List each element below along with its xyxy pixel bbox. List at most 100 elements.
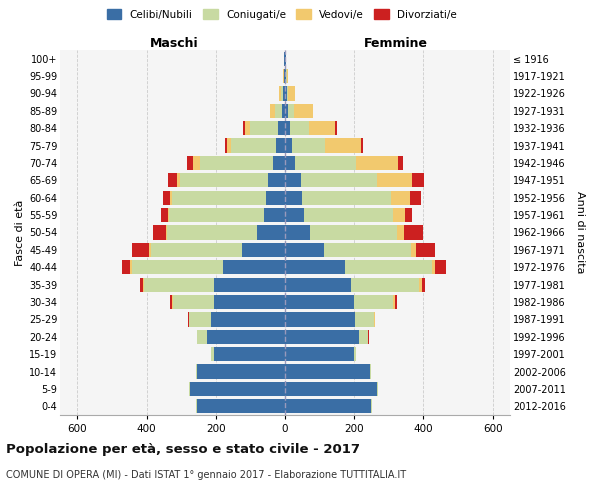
Bar bbox=[270, 104, 275, 118]
Bar bbox=[324, 243, 411, 257]
Bar bbox=[285, 138, 292, 152]
Bar bbox=[245, 121, 250, 136]
Bar bbox=[285, 104, 289, 118]
Bar bbox=[395, 295, 397, 309]
Bar bbox=[197, 364, 285, 378]
Bar bbox=[149, 243, 151, 257]
Bar bbox=[412, 173, 424, 188]
Bar bbox=[169, 173, 177, 188]
Bar bbox=[419, 278, 422, 292]
Bar bbox=[154, 226, 166, 239]
Bar bbox=[304, 208, 394, 222]
Bar bbox=[406, 208, 412, 222]
Bar bbox=[285, 121, 290, 136]
Bar bbox=[352, 278, 419, 292]
Bar bbox=[377, 173, 412, 188]
Bar bbox=[285, 69, 286, 83]
Bar bbox=[214, 347, 285, 362]
Bar bbox=[292, 138, 325, 152]
Y-axis label: Anni di nascita: Anni di nascita bbox=[575, 191, 585, 274]
Bar bbox=[359, 330, 368, 344]
Bar bbox=[404, 226, 423, 239]
Bar bbox=[143, 278, 144, 292]
Bar bbox=[285, 173, 301, 188]
Bar bbox=[285, 364, 370, 378]
Bar bbox=[301, 173, 377, 188]
Bar bbox=[377, 382, 378, 396]
Bar bbox=[151, 243, 242, 257]
Bar bbox=[285, 226, 310, 239]
Bar bbox=[223, 260, 285, 274]
Bar bbox=[284, 52, 285, 66]
Bar bbox=[211, 312, 285, 326]
Bar bbox=[197, 399, 285, 413]
Bar bbox=[199, 156, 273, 170]
Bar bbox=[285, 52, 286, 66]
Bar bbox=[432, 260, 435, 274]
Bar bbox=[355, 312, 374, 326]
Bar bbox=[397, 226, 404, 239]
Bar bbox=[287, 69, 289, 83]
Bar bbox=[122, 260, 130, 274]
Legend: Celibi/Nubili, Coniugati/e, Vedovi/e, Divorziati/e: Celibi/Nubili, Coniugati/e, Vedovi/e, Di… bbox=[103, 5, 461, 24]
Bar bbox=[285, 278, 352, 292]
Bar bbox=[371, 399, 372, 413]
Bar bbox=[281, 86, 283, 101]
Bar bbox=[277, 138, 285, 152]
Bar bbox=[374, 312, 376, 326]
Bar bbox=[335, 121, 337, 136]
Bar bbox=[285, 190, 302, 205]
Bar bbox=[295, 156, 356, 170]
Bar bbox=[242, 243, 285, 257]
Bar bbox=[411, 243, 416, 257]
Bar bbox=[287, 86, 289, 101]
Bar bbox=[132, 243, 149, 257]
Bar bbox=[214, 278, 285, 292]
Bar bbox=[207, 330, 285, 344]
Bar bbox=[172, 295, 173, 309]
Bar bbox=[227, 138, 230, 152]
Bar bbox=[140, 278, 143, 292]
Bar bbox=[361, 138, 363, 152]
Bar bbox=[170, 190, 172, 205]
Bar bbox=[289, 86, 295, 101]
Bar bbox=[282, 104, 285, 118]
Bar bbox=[169, 208, 263, 222]
Text: Femmine: Femmine bbox=[364, 37, 428, 50]
Bar bbox=[310, 226, 397, 239]
Bar bbox=[394, 295, 395, 309]
Text: Maschi: Maschi bbox=[150, 37, 199, 50]
Text: Popolazione per età, sesso e stato civile - 2017: Popolazione per età, sesso e stato civil… bbox=[6, 442, 360, 456]
Bar bbox=[283, 86, 285, 101]
Bar bbox=[263, 208, 285, 222]
Bar bbox=[144, 278, 214, 292]
Bar bbox=[285, 156, 295, 170]
Bar bbox=[166, 226, 167, 239]
Bar bbox=[278, 121, 285, 136]
Bar bbox=[285, 260, 344, 274]
Bar bbox=[196, 399, 197, 413]
Bar bbox=[167, 226, 257, 239]
Bar bbox=[189, 312, 211, 326]
Bar bbox=[163, 190, 170, 205]
Bar bbox=[243, 121, 245, 136]
Bar bbox=[167, 208, 169, 222]
Bar bbox=[189, 382, 190, 396]
Bar bbox=[268, 173, 285, 188]
Bar bbox=[214, 295, 285, 309]
Bar bbox=[172, 190, 266, 205]
Bar bbox=[177, 173, 181, 188]
Bar bbox=[416, 243, 435, 257]
Bar bbox=[250, 121, 278, 136]
Bar bbox=[285, 86, 287, 101]
Bar bbox=[132, 260, 223, 274]
Bar bbox=[353, 347, 356, 362]
Bar bbox=[356, 156, 398, 170]
Bar bbox=[344, 260, 432, 274]
Bar bbox=[302, 190, 391, 205]
Bar bbox=[173, 295, 214, 309]
Bar bbox=[161, 208, 167, 222]
Bar bbox=[410, 190, 421, 205]
Bar bbox=[290, 121, 309, 136]
Bar bbox=[394, 208, 406, 222]
